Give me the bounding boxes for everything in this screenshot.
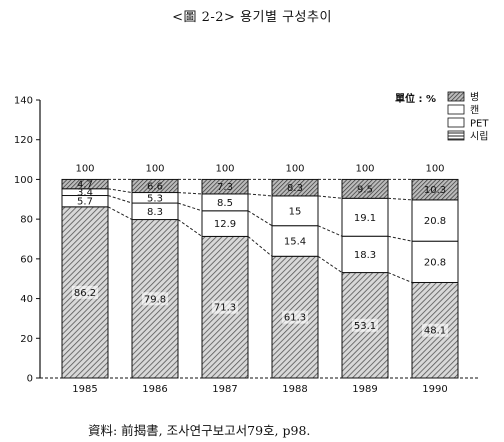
bar-segment-캔 <box>411 199 459 242</box>
data-label: 5.3 <box>147 193 163 204</box>
bar-segment-병 <box>61 178 109 190</box>
legend-label: PET <box>470 119 489 130</box>
data-label: 53.1 <box>354 321 376 332</box>
connector-line <box>247 236 273 257</box>
connector-line <box>247 210 273 227</box>
legend-swatch <box>447 117 465 128</box>
data-label: 86.2 <box>74 288 96 299</box>
data-label: 4.7 <box>77 180 93 191</box>
plot-area: 0 20 40 60 80 100 120 140 86.2 5.73.44.7 100 1985 79… <box>14 92 489 396</box>
data-label-bg <box>212 300 238 314</box>
connector-line <box>107 195 133 204</box>
x-tick-label: 1985 <box>72 384 97 395</box>
x-tick-label: 1989 <box>352 384 377 395</box>
data-label-bg <box>72 285 98 299</box>
legend-swatch <box>447 104 465 115</box>
data-label: 20.8 <box>424 257 446 268</box>
y-tick-label: 100 <box>14 175 33 186</box>
connector-line <box>317 255 343 273</box>
bar-segment-병 <box>411 178 459 201</box>
y-tick-label: 80 <box>20 215 33 226</box>
data-label: 8.3 <box>147 207 163 218</box>
connector-line <box>387 235 413 242</box>
connector-line <box>177 192 203 195</box>
legend-swatch <box>447 91 465 102</box>
data-label: 61.3 <box>284 313 306 324</box>
y-tick-label: 40 <box>20 294 33 305</box>
bar-segment-캔 <box>341 197 389 237</box>
bar-segment-병 <box>201 178 249 195</box>
data-label-bg <box>142 292 168 306</box>
y-tick-label: 140 <box>14 96 33 107</box>
data-label: 5.7 <box>77 197 93 208</box>
data-label-bg <box>352 318 378 332</box>
data-label: 48.1 <box>424 326 446 337</box>
connector-line <box>387 197 413 201</box>
x-tick-label: 1986 <box>142 384 167 395</box>
data-label: 7.3 <box>217 182 233 193</box>
bar-segment-pet <box>201 210 249 237</box>
legend-label: 시립 <box>470 130 488 143</box>
data-label-bg <box>422 323 448 337</box>
bar-total-label: 100 <box>75 163 94 174</box>
data-label: 15 <box>289 206 302 217</box>
connector-line <box>317 225 343 237</box>
data-label: 8.5 <box>217 198 233 209</box>
chart-title: <圖 2-2> 용기별 구성추이 <box>172 10 332 25</box>
data-label: 19.1 <box>354 213 376 224</box>
data-label: 20.8 <box>424 216 446 227</box>
unit-label: 單位 : % <box>395 92 436 105</box>
bar-segment-병 <box>271 178 319 197</box>
data-label: 3.4 <box>77 188 93 199</box>
bar-segment-pet <box>271 225 319 257</box>
bar-segment-병 <box>341 178 389 199</box>
connector-line <box>317 195 343 199</box>
source-note: 資料: 前揭書, 조사연구보고서79호, p98. <box>88 423 311 438</box>
x-tick-label: 1988 <box>282 384 307 395</box>
y-tick-label: 60 <box>20 254 33 265</box>
y-tick-label: 20 <box>20 334 33 345</box>
data-label: 71.3 <box>214 303 236 314</box>
data-label: 12.9 <box>214 219 236 230</box>
data-label: 79.8 <box>144 294 166 305</box>
bar-total-label: 100 <box>425 163 444 174</box>
bar-total-label: 100 <box>355 163 374 174</box>
connector-line <box>247 193 273 197</box>
y-tick-label: 120 <box>14 135 33 146</box>
connector-line <box>387 272 413 283</box>
connector-line <box>177 202 203 212</box>
data-label: 15.4 <box>284 236 306 247</box>
bar-total-label: 100 <box>285 163 304 174</box>
legend-swatch <box>447 130 465 141</box>
data-label: 6.6 <box>147 181 163 192</box>
bar-segment-pet <box>341 235 389 274</box>
connector-line <box>177 219 203 237</box>
data-label: 10.3 <box>424 185 446 196</box>
bar-total-label: 100 <box>215 163 234 174</box>
bar-segment-병 <box>131 178 179 194</box>
legend-label: 병 <box>470 92 479 104</box>
data-label: 9.5 <box>357 184 373 195</box>
connector-line <box>107 206 133 220</box>
connector-line <box>107 188 133 194</box>
data-label-bg <box>282 310 308 324</box>
data-label: 8.3 <box>287 183 303 194</box>
y-tick-label: 0 <box>27 374 33 385</box>
x-tick-label: 1987 <box>212 384 237 395</box>
bar-segment-캔 <box>271 195 319 227</box>
bar-total-label: 100 <box>145 163 164 174</box>
data-label: 18.3 <box>354 250 376 261</box>
x-tick-label: 1990 <box>422 384 447 395</box>
legend-label: 캔 <box>470 105 479 117</box>
